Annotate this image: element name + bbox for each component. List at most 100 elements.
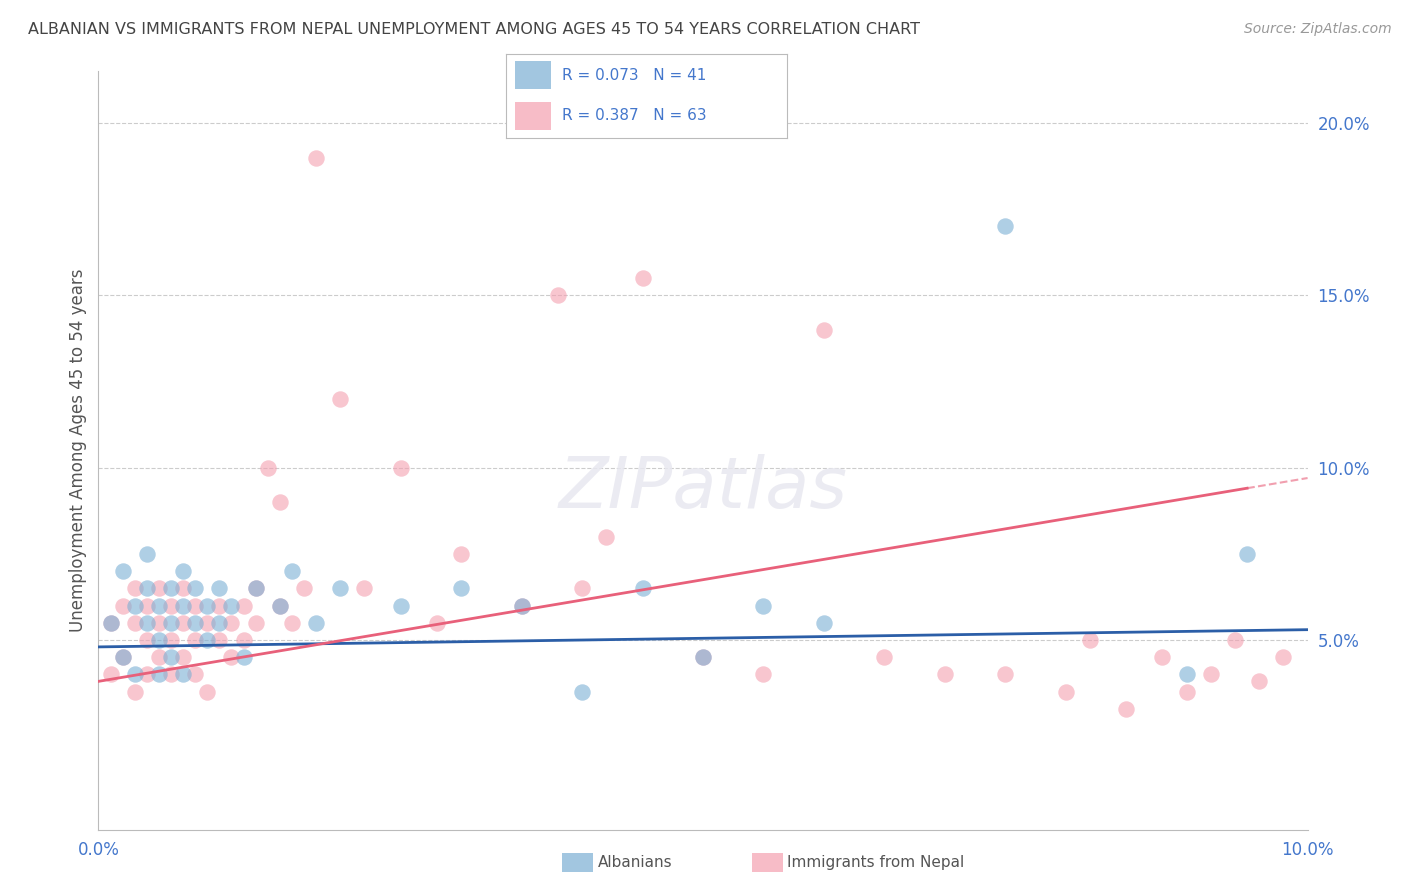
- Point: [1175, 667, 1198, 681]
- Point: [245, 615, 267, 630]
- Point: [184, 667, 207, 681]
- Point: [160, 599, 183, 613]
- Point: [111, 650, 134, 665]
- Point: [148, 599, 170, 613]
- Point: [195, 633, 218, 648]
- Point: [934, 667, 956, 681]
- Point: [571, 684, 593, 698]
- Point: [994, 219, 1017, 234]
- Point: [184, 599, 207, 613]
- Point: [813, 615, 835, 630]
- Point: [160, 633, 183, 648]
- Point: [450, 547, 472, 561]
- Point: [692, 650, 714, 665]
- Point: [184, 633, 207, 648]
- Point: [172, 564, 194, 578]
- Point: [208, 599, 231, 613]
- Point: [111, 564, 134, 578]
- Point: [160, 615, 183, 630]
- Point: [195, 615, 218, 630]
- Point: [124, 684, 146, 698]
- Point: [245, 582, 267, 596]
- Point: [208, 615, 231, 630]
- Point: [994, 667, 1017, 681]
- Point: [426, 615, 449, 630]
- Point: [221, 599, 243, 613]
- Point: [1249, 674, 1271, 689]
- Point: [389, 460, 412, 475]
- Text: Albanians: Albanians: [598, 855, 672, 870]
- Point: [281, 564, 304, 578]
- Point: [281, 615, 304, 630]
- Point: [148, 650, 170, 665]
- Point: [269, 599, 291, 613]
- Point: [571, 582, 593, 596]
- Point: [510, 599, 533, 613]
- Text: ALBANIAN VS IMMIGRANTS FROM NEPAL UNEMPLOYMENT AMONG AGES 45 TO 54 YEARS CORRELA: ALBANIAN VS IMMIGRANTS FROM NEPAL UNEMPL…: [28, 22, 920, 37]
- Point: [692, 650, 714, 665]
- Point: [1054, 684, 1077, 698]
- Point: [269, 495, 291, 509]
- Point: [195, 684, 218, 698]
- Point: [172, 582, 194, 596]
- Point: [631, 582, 654, 596]
- Point: [510, 599, 533, 613]
- Point: [245, 582, 267, 596]
- Point: [450, 582, 472, 596]
- Bar: [515, 102, 551, 130]
- Point: [208, 582, 231, 596]
- Point: [172, 650, 194, 665]
- Point: [135, 547, 157, 561]
- Point: [124, 582, 146, 596]
- Point: [135, 582, 157, 596]
- Point: [813, 323, 835, 337]
- Text: R = 0.387   N = 63: R = 0.387 N = 63: [562, 108, 707, 123]
- Point: [232, 633, 254, 648]
- Point: [148, 582, 170, 596]
- Point: [160, 582, 183, 596]
- Point: [124, 615, 146, 630]
- Text: Immigrants from Nepal: Immigrants from Nepal: [787, 855, 965, 870]
- Point: [100, 615, 122, 630]
- Point: [135, 667, 157, 681]
- Point: [111, 599, 134, 613]
- Point: [353, 582, 375, 596]
- Point: [269, 599, 291, 613]
- Point: [1272, 650, 1295, 665]
- Point: [100, 615, 122, 630]
- Point: [232, 650, 254, 665]
- Point: [172, 599, 194, 613]
- Point: [184, 615, 207, 630]
- Point: [1223, 633, 1246, 648]
- Point: [631, 271, 654, 285]
- Point: [208, 633, 231, 648]
- Text: R = 0.073   N = 41: R = 0.073 N = 41: [562, 68, 707, 83]
- Point: [135, 615, 157, 630]
- Point: [752, 599, 775, 613]
- Point: [873, 650, 896, 665]
- Text: ZIPatlas: ZIPatlas: [558, 454, 848, 523]
- Point: [148, 633, 170, 648]
- Point: [148, 615, 170, 630]
- Text: Source: ZipAtlas.com: Source: ZipAtlas.com: [1244, 22, 1392, 37]
- Point: [135, 599, 157, 613]
- Point: [232, 599, 254, 613]
- Point: [172, 667, 194, 681]
- Point: [160, 667, 183, 681]
- Point: [1152, 650, 1174, 665]
- Point: [1175, 684, 1198, 698]
- Point: [305, 151, 328, 165]
- Point: [221, 615, 243, 630]
- Point: [305, 615, 328, 630]
- Point: [160, 650, 183, 665]
- Point: [256, 460, 278, 475]
- Point: [148, 667, 170, 681]
- Point: [547, 288, 569, 302]
- Point: [389, 599, 412, 613]
- Point: [595, 530, 617, 544]
- Point: [184, 582, 207, 596]
- Point: [1236, 547, 1258, 561]
- Point: [1078, 633, 1101, 648]
- Point: [1115, 702, 1137, 716]
- Point: [124, 599, 146, 613]
